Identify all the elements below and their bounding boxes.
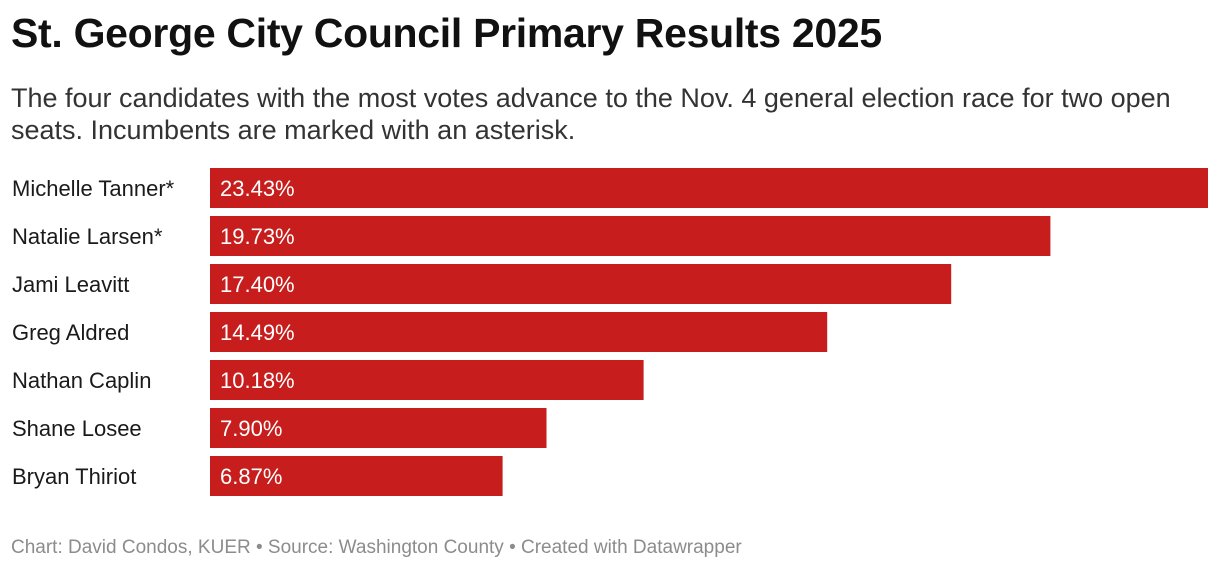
bar: [210, 312, 828, 352]
category-label: Shane Losee: [12, 416, 142, 441]
chart-title: St. George City Council Primary Results …: [11, 10, 882, 56]
bar-value-label: 6.87%: [220, 464, 282, 489]
category-label: Natalie Larsen*: [12, 224, 163, 249]
category-label: Jami Leavitt: [12, 272, 129, 297]
bar-value-label: 19.73%: [220, 224, 295, 249]
bar-value-label: 23.43%: [220, 176, 295, 201]
category-label: Greg Aldred: [12, 320, 129, 345]
chart-subtitle: The four candidates with the most votes …: [11, 83, 1171, 145]
chart-footer: Chart: David Condos, KUER • Source: Wash…: [11, 537, 742, 558]
bar: [210, 408, 547, 448]
bar: [210, 264, 952, 304]
bar: [210, 456, 503, 496]
bar: [210, 216, 1051, 256]
bar: [210, 360, 644, 400]
bar-value-label: 7.90%: [220, 416, 282, 441]
category-label: Bryan Thiriot: [12, 464, 136, 489]
bar-chart: Michelle Tanner* 23.43% Natalie Larsen* 19.…: [12, 168, 1208, 496]
bar: [210, 168, 1208, 208]
bar-value-label: 14.49%: [220, 320, 295, 345]
category-label: Nathan Caplin: [12, 368, 151, 393]
bar-value-label: 17.40%: [220, 272, 295, 297]
category-label: Michelle Tanner*: [12, 176, 175, 201]
bar-value-label: 10.18%: [220, 368, 295, 393]
